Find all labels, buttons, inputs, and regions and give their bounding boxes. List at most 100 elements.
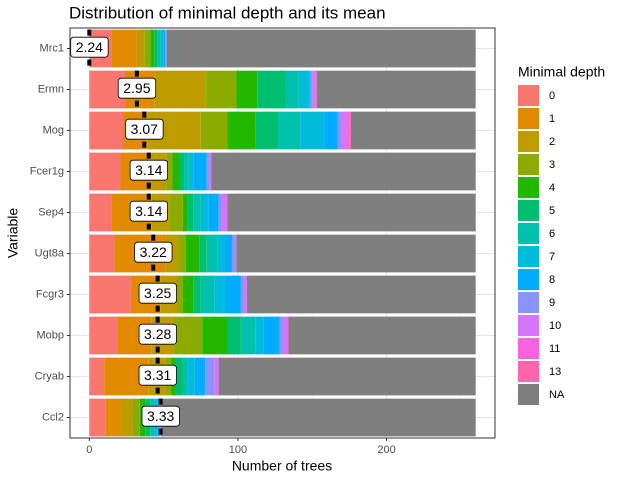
mean-label-box	[129, 159, 168, 181]
bar-segment	[160, 29, 164, 68]
bar-segment	[187, 193, 194, 232]
y-tick-label: Ermn	[38, 83, 64, 95]
bar-segment	[89, 275, 131, 314]
legend-label: 10	[549, 320, 561, 332]
bar-segment	[286, 316, 289, 355]
x-tick-label: 100	[229, 444, 247, 456]
bar-segment	[182, 275, 194, 314]
x-axis-label: Number of trees	[232, 458, 332, 474]
bar-segment	[224, 275, 241, 314]
legend-swatch	[518, 269, 539, 290]
bar-segment	[89, 234, 115, 273]
bar-segment	[209, 152, 212, 191]
bar-segment	[111, 29, 137, 68]
legend-label: 4	[549, 182, 555, 194]
bar-segment	[89, 316, 118, 355]
mean-label: 3.14	[135, 203, 162, 219]
bar-segment	[236, 70, 258, 109]
bar-segment	[205, 357, 215, 396]
bar-segment	[316, 70, 476, 109]
bar-segment	[200, 111, 228, 150]
bar-segment	[175, 357, 183, 396]
bar-segment	[350, 111, 476, 150]
bar-segment	[341, 111, 347, 150]
bar-segment	[208, 193, 219, 232]
bar-segment	[211, 152, 476, 191]
bar-segment	[179, 152, 185, 191]
mean-label-box	[117, 77, 157, 99]
legend-label: 1	[549, 113, 555, 125]
mean-label-box	[70, 36, 109, 58]
mean-label: 3.07	[131, 121, 158, 137]
bar-segment	[246, 275, 476, 314]
bar-segment	[234, 234, 237, 273]
bar-segment	[227, 111, 256, 150]
bar-segment	[157, 29, 161, 68]
bar-segment	[169, 193, 183, 232]
bar-segment	[310, 70, 313, 109]
legend-label: 5	[549, 205, 555, 217]
bar-segment	[218, 357, 476, 396]
bar-segment	[193, 152, 207, 191]
mean-label: 3.28	[144, 326, 171, 342]
bar-segment	[132, 398, 140, 437]
bar-segment	[300, 111, 325, 150]
legend-swatch	[518, 338, 539, 359]
bar-segment	[279, 316, 283, 355]
bar-segment	[263, 316, 280, 355]
bar-segment	[193, 193, 201, 232]
legend-label: 7	[549, 251, 555, 263]
bar-segment	[205, 70, 237, 109]
legend-swatch	[518, 154, 539, 175]
bar-segment	[217, 234, 225, 273]
y-tick-label: Ccl2	[42, 411, 64, 423]
bar-segment	[240, 316, 256, 355]
bar-segment	[255, 111, 279, 150]
legend-swatch	[518, 315, 539, 336]
legend-swatch	[518, 108, 539, 129]
bar-segment	[257, 70, 286, 109]
bar-segment	[172, 152, 180, 191]
bar-segment	[160, 398, 476, 437]
mean-label: 3.25	[144, 285, 171, 301]
bar-segment	[120, 398, 133, 437]
bar-segment	[309, 70, 311, 109]
legend-swatch	[518, 246, 539, 267]
bar-segment	[206, 152, 210, 191]
legend-label: 2	[549, 136, 555, 148]
y-tick-label: Cryab	[35, 370, 64, 382]
y-tick-label: Sep4	[38, 206, 64, 218]
bar-segment	[89, 357, 105, 396]
bar-segment	[324, 111, 338, 150]
bar-segment	[240, 275, 244, 314]
legend-title: Minimal depth	[518, 64, 605, 80]
mean-label: 2.95	[123, 80, 150, 96]
bar-segment	[221, 193, 228, 232]
bar-segment	[255, 316, 264, 355]
mean-label-box	[138, 364, 177, 386]
bar-segment	[154, 29, 158, 68]
mean-label-box	[134, 241, 173, 263]
bar-segment	[206, 234, 218, 273]
x-tick-label: 0	[86, 444, 92, 456]
bar-segment	[312, 70, 316, 109]
bar-segment	[174, 316, 203, 355]
bar-segment	[214, 357, 219, 396]
mean-label: 3.31	[144, 367, 171, 383]
mean-label: 3.22	[140, 244, 167, 260]
bar-segment	[187, 357, 195, 396]
bar-segment	[243, 275, 247, 314]
bar-segment	[199, 234, 207, 273]
bar-segment	[163, 29, 166, 68]
y-tick-label: Fcgr3	[36, 288, 64, 300]
bar-segment	[200, 193, 209, 232]
bar-segment	[202, 316, 228, 355]
legend-label: 8	[549, 274, 555, 286]
panel-border	[69, 27, 496, 439]
bar-segment	[182, 193, 188, 232]
bar-segment	[184, 152, 189, 191]
y-tick-label: Mrc1	[40, 42, 64, 54]
bar-segment	[136, 29, 145, 68]
legend-swatch	[518, 177, 539, 198]
